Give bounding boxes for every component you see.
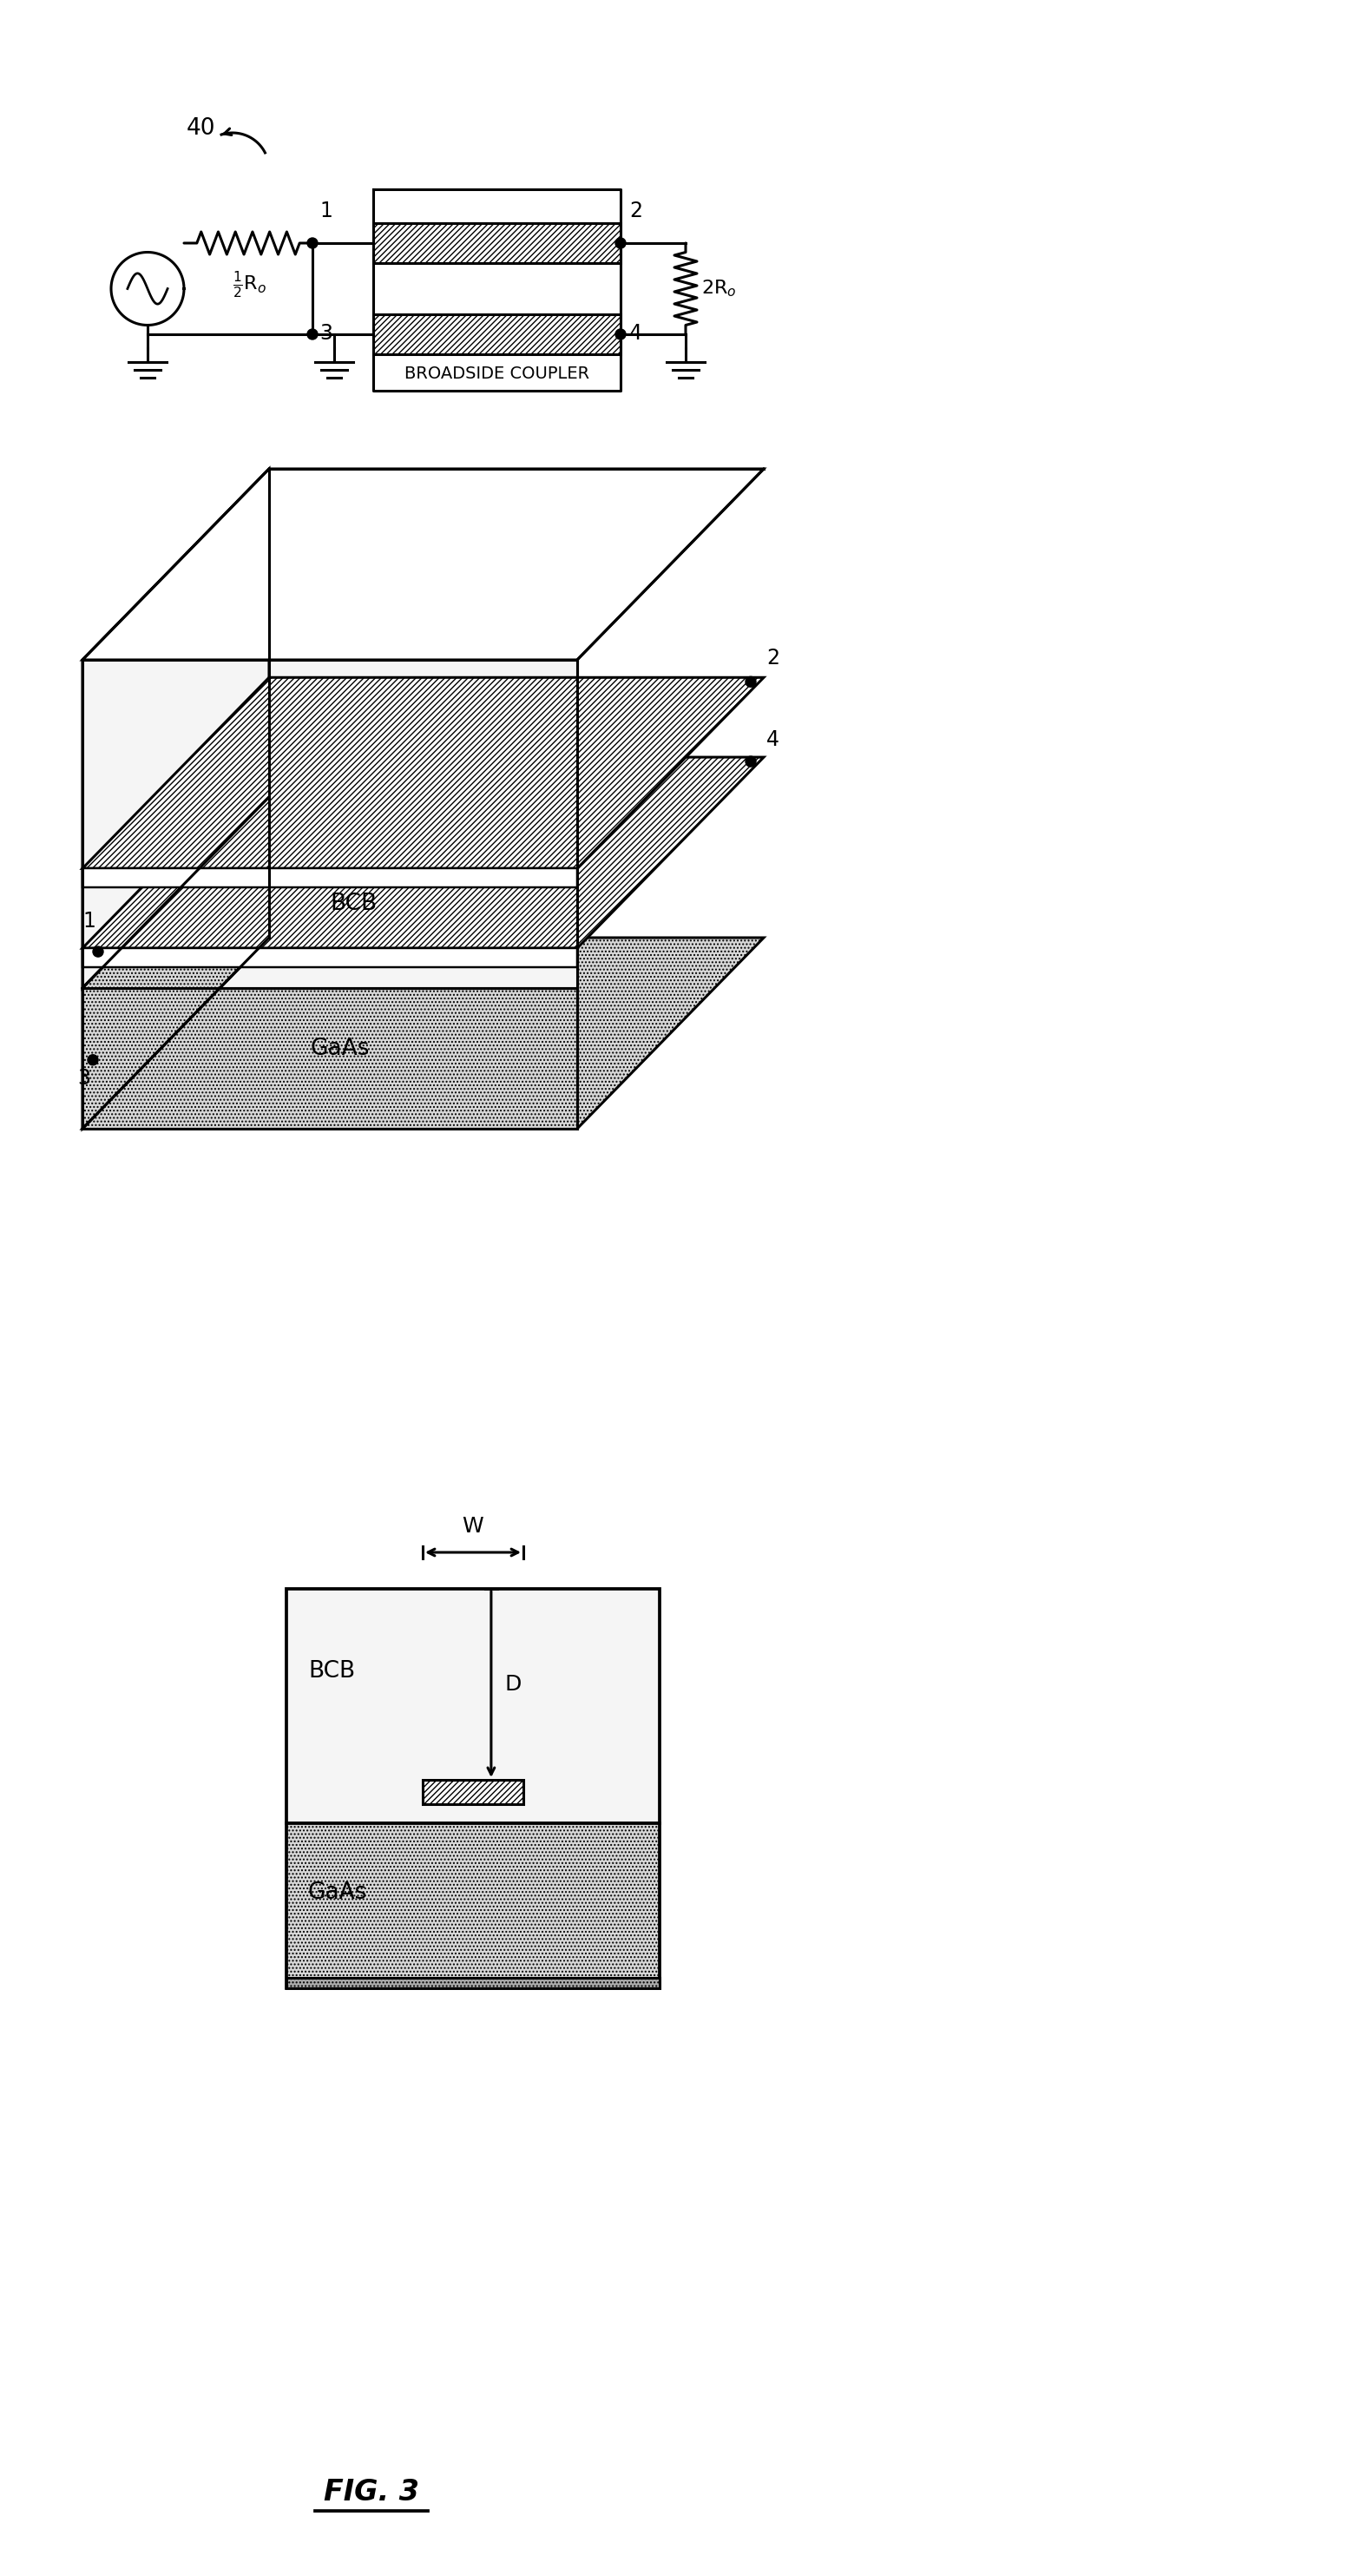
Text: W: W [462,1515,484,1538]
Text: $\mathregular{\frac{1}{2}}$R$_o$: $\mathregular{\frac{1}{2}}$R$_o$ [233,268,267,299]
Text: 1: 1 [84,912,96,933]
Text: 2R$_o$: 2R$_o$ [702,278,737,299]
Polygon shape [82,677,764,868]
Circle shape [93,945,104,956]
Bar [373,224,621,263]
Polygon shape [82,659,577,989]
Text: GaAs: GaAs [308,1880,368,1904]
Bar [287,1824,660,1989]
Text: BCB: BCB [308,1659,356,1682]
Bar [287,1978,660,1989]
Bar [373,314,621,355]
Polygon shape [82,948,577,966]
Text: 4: 4 [766,729,780,750]
Text: 1: 1 [319,201,333,222]
Polygon shape [82,868,577,886]
Circle shape [616,330,626,340]
Circle shape [616,237,626,247]
Polygon shape [82,938,764,1128]
Text: 4: 4 [629,322,643,343]
Polygon shape [82,469,764,659]
Polygon shape [82,757,764,948]
Text: 2: 2 [766,649,780,670]
Polygon shape [82,989,577,1128]
Text: BROADSIDE COUPLER: BROADSIDE COUPLER [404,366,590,381]
Text: FIG. 3: FIG. 3 [323,2478,419,2506]
Circle shape [745,757,756,768]
Text: 2: 2 [629,201,643,222]
Text: D: D [505,1674,521,1695]
Text: 40: 40 [187,118,216,139]
Text: 3: 3 [319,322,333,343]
Polygon shape [82,796,269,1128]
Bar [423,1780,524,1803]
Circle shape [88,1054,98,1064]
Circle shape [745,677,756,688]
Circle shape [307,237,318,247]
Bar [287,1589,660,1824]
Text: 3: 3 [78,1066,90,1090]
Polygon shape [82,469,269,989]
Text: GaAs: GaAs [310,1038,369,1061]
Text: BCB: BCB [330,891,377,914]
Circle shape [307,330,318,340]
